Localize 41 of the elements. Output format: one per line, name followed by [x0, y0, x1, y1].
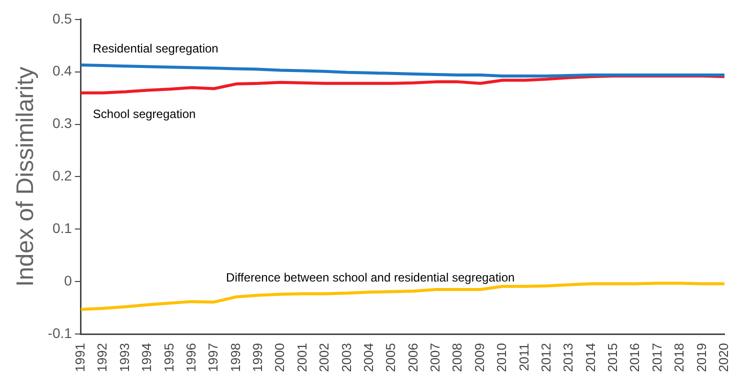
- x-tick-label: 2017: [649, 343, 664, 372]
- x-tick-label: 2011: [516, 343, 532, 372]
- x-tick-label: 1993: [116, 343, 132, 372]
- x-tick-label: 2003: [338, 343, 354, 372]
- y-tick-label: 0.1: [52, 220, 72, 236]
- y-axis-title: Index of Dissimilarity: [12, 66, 40, 287]
- x-tick-label: 2000: [272, 343, 288, 372]
- x-tick-label: 2002: [316, 343, 332, 372]
- x-tick-label: 2012: [538, 343, 554, 372]
- series-label: Residential segregation: [92, 41, 218, 56]
- x-tick-label: 1996: [183, 343, 198, 372]
- x-tick-label: 1997: [206, 343, 221, 372]
- series-label: School segregation: [92, 107, 196, 122]
- x-tick-label: 2004: [360, 343, 376, 372]
- x-tick-label: 2019: [694, 343, 709, 372]
- x-tick-label: 1994: [139, 343, 154, 372]
- series-label: Difference between school and residential segregation: [226, 270, 515, 284]
- x-tick-label: 2008: [450, 343, 465, 372]
- x-tick-label: 1998: [228, 343, 243, 372]
- y-tick-label: 0.2: [52, 168, 72, 184]
- y-tick-label: -0.1: [48, 324, 72, 341]
- x-tick-label: 2018: [672, 343, 687, 372]
- x-tick-label: 2009: [472, 343, 487, 372]
- y-tick-label: 0.5: [52, 10, 72, 26]
- x-tick-label: 2001: [294, 343, 310, 372]
- x-tick-label: 2006: [405, 343, 420, 372]
- x-tick-label: 1999: [250, 343, 266, 372]
- x-tick-label: 2010: [494, 343, 510, 372]
- x-tick-label: 2020: [716, 343, 731, 372]
- x-tick-label: 2015: [605, 343, 620, 372]
- x-tick-label: 2013: [560, 343, 576, 372]
- x-tick-label: 2016: [627, 343, 642, 372]
- x-tick-label: 2005: [383, 343, 398, 372]
- x-tick-label: 1992: [94, 343, 110, 372]
- x-tick-label: 2014: [582, 343, 598, 372]
- y-tick-label: 0.4: [52, 62, 72, 79]
- x-tick-label: 2007: [428, 343, 443, 372]
- x-tick-label: 1995: [161, 343, 176, 372]
- x-tick-label: 1991: [72, 343, 88, 372]
- y-tick-label: 0: [64, 272, 72, 288]
- y-tick-label: 0.3: [52, 115, 72, 132]
